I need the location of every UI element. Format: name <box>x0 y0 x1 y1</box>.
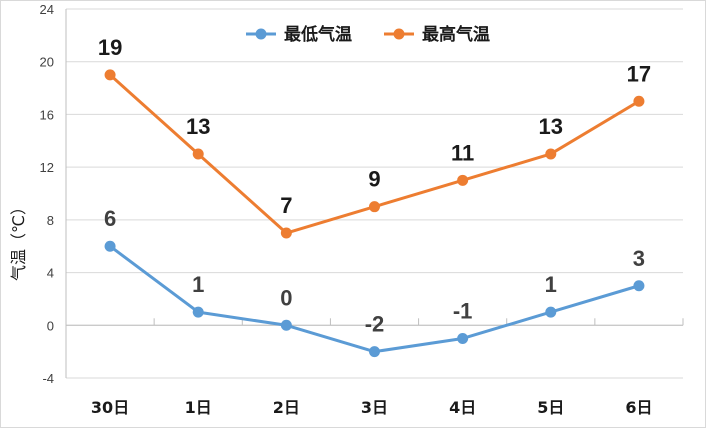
data-label: 1 <box>545 272 557 297</box>
x-tick-label: 5日 <box>537 398 564 417</box>
data-point <box>104 69 116 81</box>
data-point <box>457 332 469 344</box>
y-tick-label: 24 <box>40 2 54 17</box>
data-point <box>280 319 292 331</box>
data-point <box>545 148 557 160</box>
data-label: 19 <box>98 35 122 60</box>
data-label: -2 <box>365 312 385 337</box>
legend-label: 最高气温 <box>422 24 490 45</box>
data-label: 0 <box>280 285 292 310</box>
x-tick-label: 3日 <box>361 398 388 417</box>
legend: 最低气温 最高气温 <box>246 24 490 45</box>
y-tick-label: 16 <box>40 107 54 122</box>
data-point <box>545 306 557 318</box>
y-tick-label: -4 <box>42 371 54 386</box>
y-axis-label: 气温（℃） <box>9 199 28 281</box>
data-point <box>104 240 116 252</box>
series-group <box>104 69 645 358</box>
data-point <box>369 346 380 358</box>
legend-swatch-marker <box>255 28 267 40</box>
x-tick-label: 2日 <box>273 398 300 417</box>
data-label: 13 <box>186 114 210 139</box>
y-tick-label: 4 <box>47 266 54 281</box>
data-point <box>280 227 292 239</box>
data-point <box>457 174 469 186</box>
data-point <box>192 148 204 160</box>
legend-swatch-marker <box>393 28 405 40</box>
x-tick-label: 4日 <box>449 398 476 417</box>
y-tick-label: 8 <box>47 213 54 228</box>
data-point <box>633 280 645 292</box>
data-label: 13 <box>539 114 563 139</box>
data-label: 11 <box>451 140 474 165</box>
y-tick-label: 20 <box>40 55 54 70</box>
data-label: 9 <box>368 167 380 192</box>
data-label: 6 <box>104 206 116 231</box>
x-tick-label: 30日 <box>91 398 129 417</box>
data-point <box>192 306 204 318</box>
data-point <box>633 95 645 107</box>
y-tick-label: 12 <box>40 160 54 175</box>
data-label: -1 <box>453 298 473 323</box>
x-tick-label: 6日 <box>625 398 652 417</box>
data-label: 1 <box>192 272 204 297</box>
data-label: 17 <box>627 61 651 86</box>
x-tick-label: 1日 <box>185 398 212 417</box>
data-label: 7 <box>280 193 292 218</box>
data-point <box>369 201 380 213</box>
y-tick-label: 0 <box>47 318 54 333</box>
data-label: 3 <box>633 246 645 271</box>
legend-label: 最低气温 <box>284 24 352 45</box>
